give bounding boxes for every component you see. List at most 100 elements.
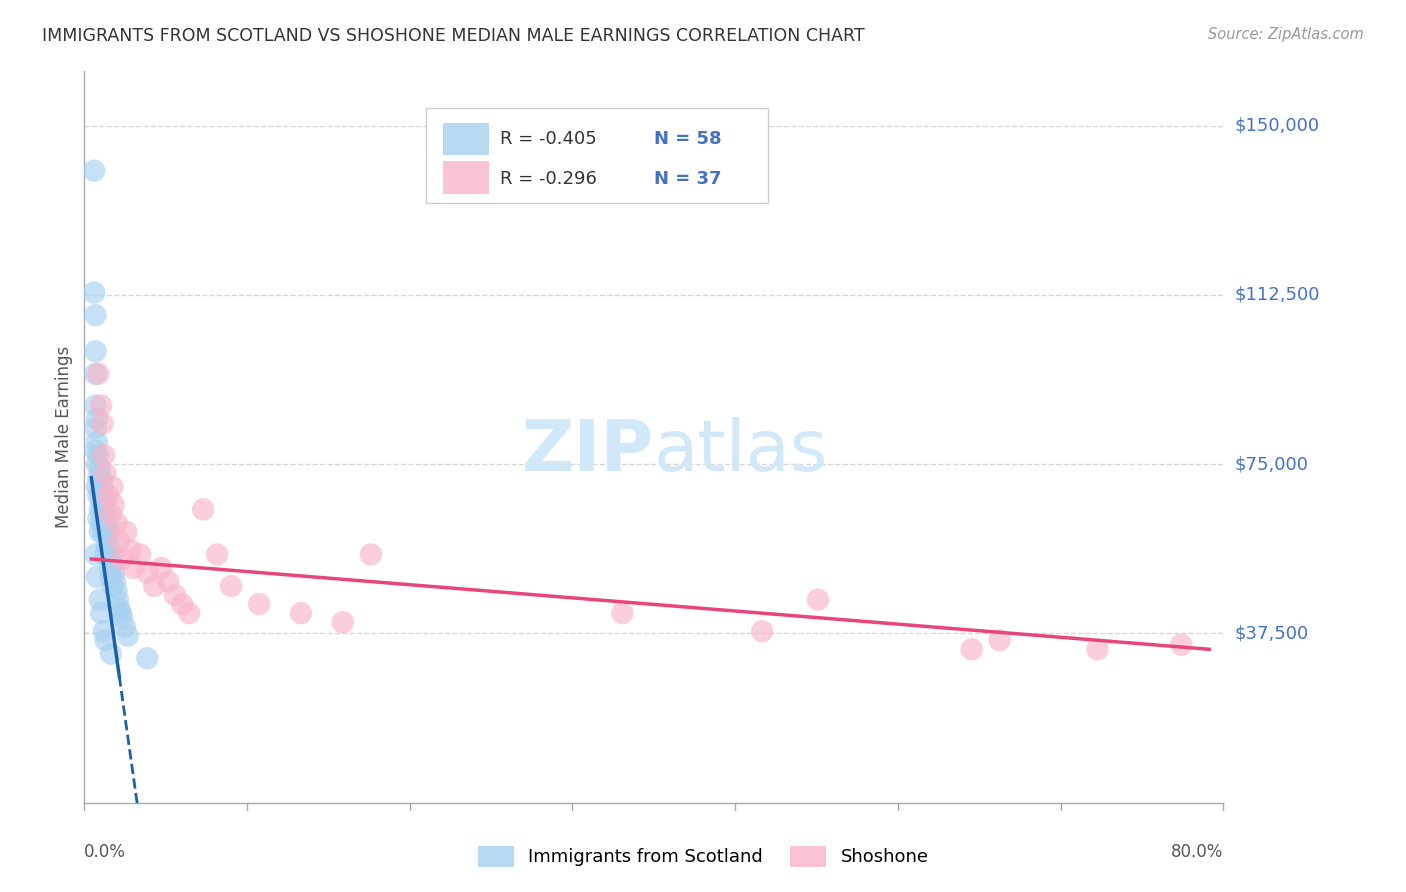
Point (98, 561, 121, 575)
Point (191, 502, 214, 516)
Text: $150,000: $150,000 (1234, 117, 1319, 135)
Point (94, 466, 117, 480)
Point (101, 480, 124, 494)
Point (111, 610, 134, 624)
Text: $112,500: $112,500 (1234, 285, 1320, 304)
Text: IMMIGRANTS FROM SCOTLAND VS SHOSHONE MEDIAN MALE EARNINGS CORRELATION CHART: IMMIGRANTS FROM SCOTLAND VS SHOSHONE MED… (42, 27, 865, 45)
Point (89, 502, 111, 516)
Point (110, 606, 132, 620)
Point (100, 570, 122, 584)
Legend: Immigrants from Scotland, Shoshone: Immigrants from Scotland, Shoshone (470, 838, 936, 874)
Point (84, 548, 107, 562)
Point (86, 480, 108, 494)
Point (93, 516, 115, 530)
Point (90, 493, 112, 508)
Point (87, 448, 110, 462)
Point (107, 592, 129, 607)
Text: R = -0.405: R = -0.405 (501, 129, 596, 148)
Point (84, 399, 107, 413)
Point (360, 548, 382, 562)
Point (84, 421, 107, 435)
Point (807, 592, 830, 607)
Point (89, 484, 111, 499)
Point (105, 583, 128, 598)
Point (93, 448, 115, 462)
Point (103, 566, 125, 580)
Point (751, 624, 773, 639)
Y-axis label: Median Male Earnings: Median Male Earnings (55, 346, 73, 528)
Text: atlas: atlas (654, 417, 828, 486)
Point (87, 511, 110, 525)
Point (94, 502, 117, 516)
Point (104, 574, 127, 589)
Point (89, 592, 111, 607)
Point (83, 163, 105, 178)
Point (101, 557, 124, 571)
Point (115, 524, 138, 539)
Text: Source: ZipAtlas.com: Source: ZipAtlas.com (1208, 27, 1364, 42)
Text: $75,000: $75,000 (1234, 455, 1309, 473)
Point (86, 434, 108, 449)
FancyBboxPatch shape (443, 161, 489, 194)
Point (988, 633, 1011, 648)
Point (97, 524, 120, 539)
Point (94, 524, 117, 539)
Text: $37,500: $37,500 (1234, 624, 1309, 642)
Point (150, 561, 173, 575)
Point (86, 570, 108, 584)
Point (165, 588, 187, 602)
Point (94, 548, 117, 562)
Point (108, 601, 131, 615)
Text: N = 37: N = 37 (654, 169, 721, 188)
Point (87, 489, 110, 503)
Point (86, 412, 108, 426)
Point (90, 471, 112, 485)
Point (179, 606, 201, 620)
Point (1170, 638, 1192, 652)
Point (93, 624, 115, 639)
Point (612, 606, 634, 620)
Point (96, 538, 118, 552)
Point (100, 548, 122, 562)
Point (84, 443, 107, 458)
Point (97, 548, 120, 562)
Point (114, 620, 136, 634)
Point (91, 524, 114, 539)
Point (91, 480, 114, 494)
Point (87, 471, 110, 485)
Point (90, 606, 112, 620)
Point (1087, 642, 1109, 657)
Point (332, 615, 354, 630)
Point (136, 651, 159, 665)
FancyBboxPatch shape (426, 108, 768, 203)
Point (120, 543, 142, 558)
Point (219, 579, 242, 593)
Point (84, 344, 107, 359)
Point (91, 502, 114, 516)
Point (111, 552, 134, 566)
Text: 80.0%: 80.0% (1171, 843, 1223, 861)
Point (87, 367, 110, 381)
Point (89, 461, 111, 475)
Point (105, 516, 128, 530)
Point (89, 524, 111, 539)
Point (86, 457, 108, 471)
Point (172, 597, 194, 611)
Point (108, 533, 131, 548)
Point (100, 507, 122, 521)
Point (117, 629, 139, 643)
Text: ZIP: ZIP (522, 417, 654, 486)
Text: N = 58: N = 58 (654, 129, 721, 148)
Point (247, 597, 270, 611)
Point (97, 489, 120, 503)
Point (84, 308, 107, 322)
Point (122, 561, 145, 575)
Point (129, 548, 152, 562)
Point (91, 417, 114, 431)
FancyBboxPatch shape (443, 122, 489, 155)
Point (90, 399, 112, 413)
Point (94, 633, 117, 648)
Text: R = -0.296: R = -0.296 (501, 169, 598, 188)
Point (100, 647, 122, 661)
Point (98, 538, 121, 552)
